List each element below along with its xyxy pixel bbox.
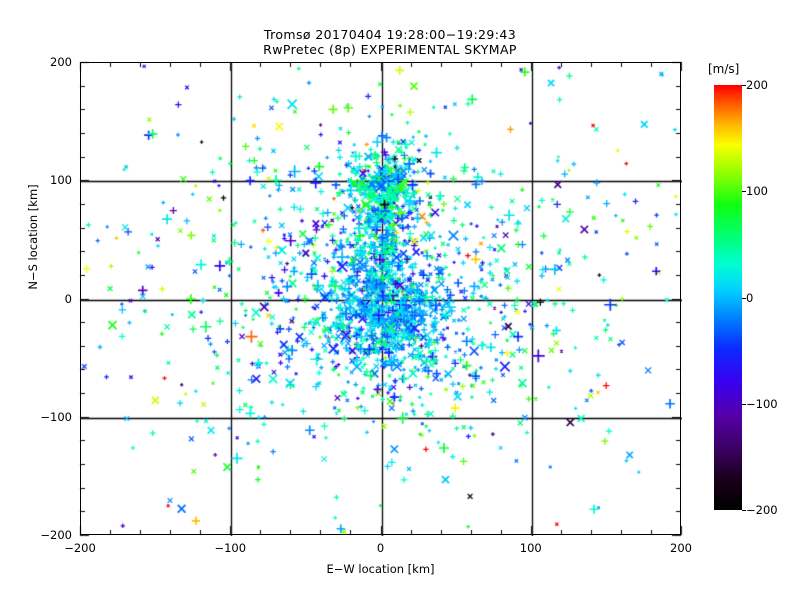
colorbar-tick-mark-0 <box>742 85 746 86</box>
y-tick-label-1: −100 <box>40 409 72 424</box>
y-axis-label: N−S location [km] <box>26 184 40 290</box>
title-line-2: RwPretec (8p) EXPERIMENTAL SKYMAP <box>263 41 517 57</box>
colorbar-tick-mark-2 <box>742 298 746 299</box>
plot-area[interactable] <box>80 62 682 536</box>
colorbar-title: [m/s] <box>708 62 740 76</box>
figure-title: Tromsø 20170404 19:28:00−19:29:43 RwPret… <box>0 27 780 58</box>
colorbar-tick-mark-3 <box>742 404 746 405</box>
colorbar-tick-mark-4 <box>742 510 746 511</box>
x-axis-label: E−W location [km] <box>326 562 435 576</box>
y-tick-label-2: 0 <box>64 291 72 306</box>
y-tick-label-3: 100 <box>50 173 72 188</box>
colorbar-gradient <box>714 85 742 510</box>
colorbar-tick-1: 100 <box>746 184 768 199</box>
colorbar-tick-0: 200 <box>746 78 768 92</box>
colorbar-tick-4: −200 <box>746 503 778 517</box>
y-tick-label-4: 200 <box>50 55 72 69</box>
x-tick-label-3: 100 <box>519 541 542 555</box>
x-tick-label-2: 0 <box>376 541 385 555</box>
colorbar[interactable] <box>714 85 742 510</box>
x-tick-label-1: −100 <box>214 541 247 555</box>
title-line-1: Tromsø 20170404 19:28:00−19:29:43 <box>263 27 517 42</box>
colorbar-tick-2: 0 <box>746 290 754 305</box>
colorbar-tick-mark-1 <box>742 191 746 192</box>
colorbar-tick-3: −100 <box>746 396 778 411</box>
scatter-plot-canvas[interactable] <box>81 63 682 536</box>
y-tick-label-0: −200 <box>40 528 72 542</box>
x-tick-label-4: 200 <box>670 541 692 555</box>
x-tick-label-0: −200 <box>64 541 96 555</box>
